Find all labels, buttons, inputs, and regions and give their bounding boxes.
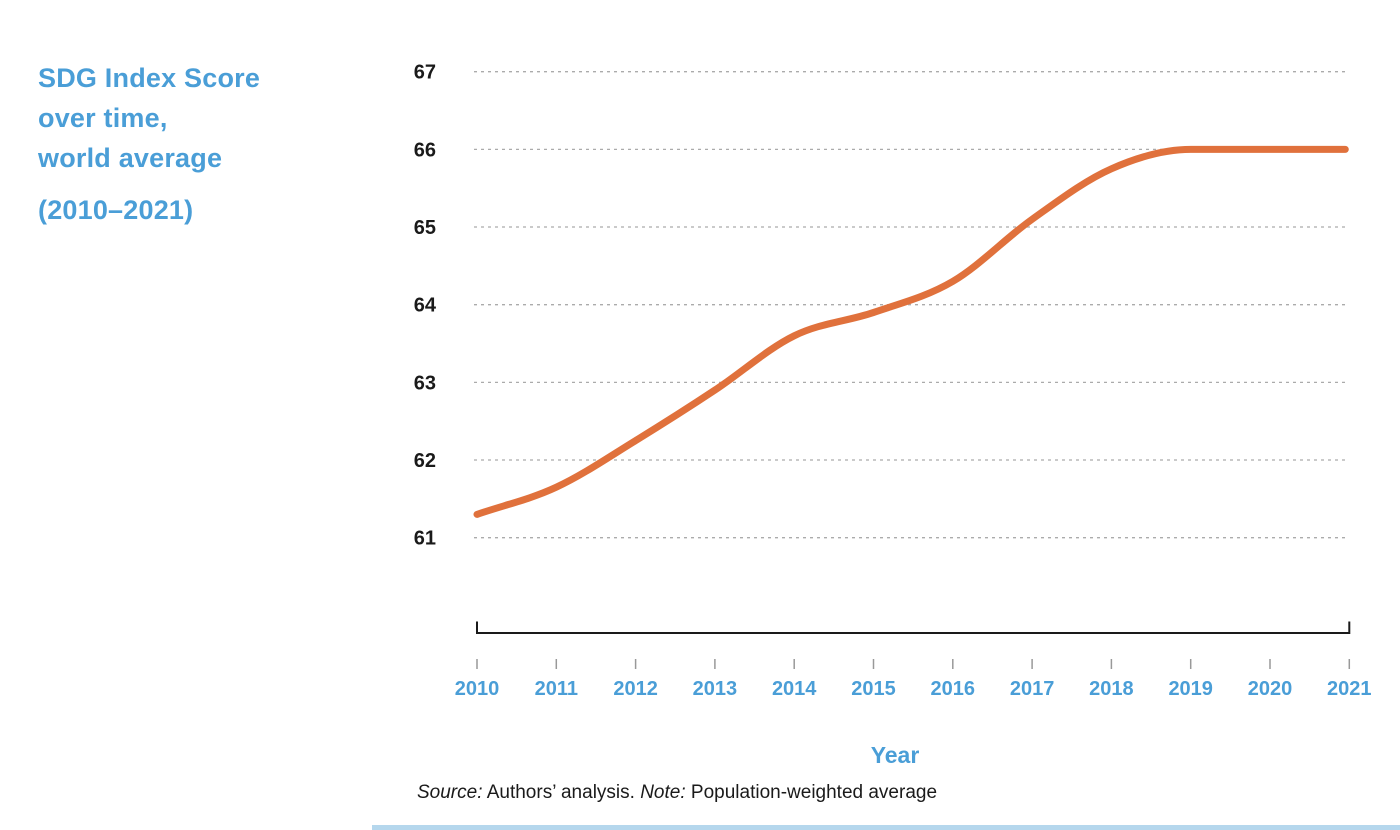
note-text: Population-weighted average: [685, 782, 938, 803]
x-tick-label: 2015: [851, 678, 896, 700]
x-tick-label: 2021: [1327, 678, 1372, 700]
sdg-index-line: [473, 145, 1349, 518]
y-tick-label: 64: [414, 295, 437, 317]
figure-title-period: (2010–2021): [38, 195, 194, 225]
note-label: Note:: [640, 782, 686, 803]
figure-title-line3: world average: [38, 143, 223, 173]
x-tick-label: 2010: [455, 678, 500, 700]
x-tick-label: 2016: [931, 678, 976, 700]
x-axis-title: Year: [870, 742, 920, 768]
x-axis-bracket: [476, 621, 1351, 634]
source-note: Source: Authors’ analysis. Note: Populat…: [417, 782, 937, 804]
source-text: Authors’ analysis.: [482, 782, 641, 803]
y-tick-label: 67: [414, 62, 436, 84]
y-tick-label: 63: [414, 372, 436, 394]
x-tick-label: 2020: [1248, 678, 1293, 700]
x-tick-label: 2019: [1168, 678, 1213, 700]
footer-accent-bar: [372, 825, 1400, 830]
figure-title-line1: SDG Index Score: [38, 63, 261, 93]
source-label: Source:: [417, 782, 483, 803]
x-tick-label: 2011: [535, 678, 578, 700]
y-tick-label: 62: [414, 450, 436, 472]
y-tick-label: 61: [414, 528, 436, 550]
x-tick-label: 2012: [613, 678, 658, 700]
y-tick-label: 65: [414, 217, 436, 239]
x-tick-label: 2018: [1089, 678, 1134, 700]
x-tick-label: 2017: [1010, 678, 1055, 700]
x-tick-label: 2014: [772, 678, 817, 700]
figure-title-line2: over time,: [38, 103, 168, 133]
figure-title: SDG Index Score over time, world average…: [38, 58, 260, 230]
x-tick-label: 2013: [693, 678, 738, 700]
y-tick-label: 66: [414, 139, 436, 161]
